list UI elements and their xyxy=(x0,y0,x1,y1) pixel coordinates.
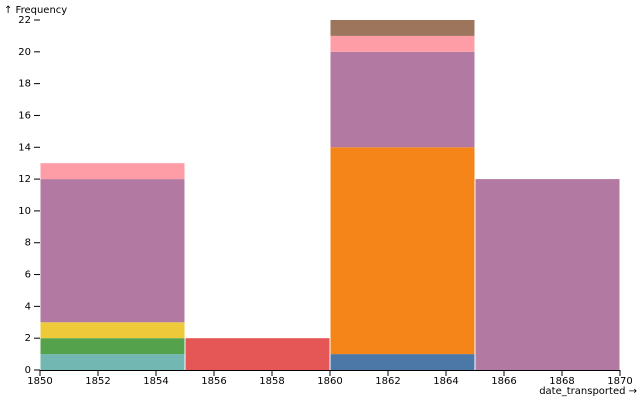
x-tick-label: 1852 xyxy=(85,376,110,387)
y-tick-label: 22 xyxy=(18,15,31,26)
x-axis-title: date_transported → xyxy=(539,386,637,397)
bar-segment-0-1 xyxy=(40,338,185,355)
y-tick-label: 2 xyxy=(25,333,31,344)
y-tick-label: 6 xyxy=(25,270,31,281)
x-tick-label: 1850 xyxy=(27,376,52,387)
y-tick-label: 8 xyxy=(25,238,31,249)
bar-segment-0-2 xyxy=(40,322,185,339)
y-tick-label: 14 xyxy=(18,142,31,153)
bar-segment-2-2 xyxy=(330,51,475,148)
y-tick-label: 16 xyxy=(18,110,31,121)
bar-segment-2-4 xyxy=(330,20,475,36)
x-tick-label: 1854 xyxy=(143,376,168,387)
x-tick-label: 1866 xyxy=(491,376,516,387)
bar-segment-1-0 xyxy=(185,338,330,370)
bar-segment-3-0 xyxy=(475,179,620,370)
bars-group xyxy=(40,20,620,370)
y-tick-label: 0 xyxy=(25,365,31,376)
x-tick-label: 1864 xyxy=(433,376,458,387)
bar-segment-0-3 xyxy=(40,179,185,323)
bar-segment-2-1 xyxy=(330,147,475,355)
x-tick-label: 1870 xyxy=(607,376,632,387)
y-tick-label: 4 xyxy=(25,301,31,312)
x-tick-label: 1858 xyxy=(259,376,284,387)
bar-segment-2-0 xyxy=(330,354,475,370)
y-tick-label: 10 xyxy=(18,206,31,217)
bar-segment-0-0 xyxy=(40,354,185,370)
y-tick-label: 18 xyxy=(18,79,31,90)
x-tick-label: 1868 xyxy=(549,376,574,387)
y-tick-label: 12 xyxy=(18,174,31,185)
y-axis-title: ↑ Frequency xyxy=(4,5,67,16)
x-tick-label: 1860 xyxy=(317,376,342,387)
y-axis: 0 2 4 6 8 10 12 14 16 18 20 22 xyxy=(18,15,40,376)
y-tick-label: 20 xyxy=(18,47,31,58)
x-tick-label: 1862 xyxy=(375,376,400,387)
x-tick-label: 1856 xyxy=(201,376,226,387)
x-axis: 1850 1852 1854 1856 1858 1860 1862 1864 1866 1868… xyxy=(27,370,633,387)
bar-segment-2-3 xyxy=(330,35,475,52)
bar-segment-0-4 xyxy=(40,163,185,180)
